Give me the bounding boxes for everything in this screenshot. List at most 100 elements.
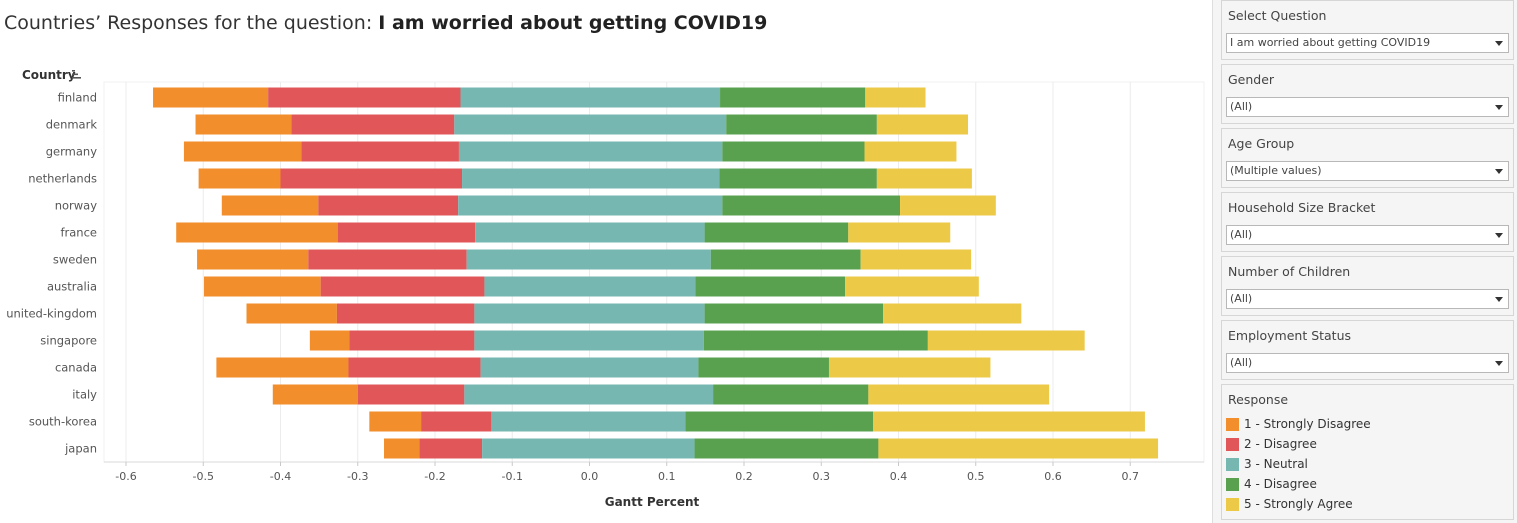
bar-segment-2[interactable]	[291, 114, 455, 135]
bar-segment-1[interactable]	[246, 303, 337, 324]
bar-segment-2[interactable]	[357, 384, 465, 405]
bar-segment-4[interactable]	[698, 357, 829, 378]
bar-segment-3[interactable]	[480, 357, 699, 378]
select-question-label: Select Question	[1228, 8, 1327, 23]
bar-segment-2[interactable]	[337, 222, 476, 243]
bar-segment-2[interactable]	[280, 168, 463, 189]
bar-segment-1[interactable]	[176, 222, 338, 243]
bar-segment-3[interactable]	[454, 114, 727, 135]
bar-segment-5[interactable]	[900, 195, 996, 216]
bar-segment-2[interactable]	[421, 411, 492, 432]
bar-segment-1[interactable]	[272, 384, 358, 405]
x-tick-label: -0.5	[193, 470, 214, 483]
bar-segment-4[interactable]	[719, 168, 877, 189]
bar-segment-1[interactable]	[198, 168, 281, 189]
bar-segment-3[interactable]	[491, 411, 686, 432]
bar-segment-2[interactable]	[348, 357, 481, 378]
bar-segment-3[interactable]	[458, 141, 723, 162]
employment-status-dropdown[interactable]: (All)	[1226, 353, 1509, 373]
plot-area	[103, 81, 1205, 463]
legend-swatch	[1226, 458, 1239, 471]
bar-segment-3[interactable]	[458, 195, 723, 216]
bar-segment-3[interactable]	[462, 168, 720, 189]
bar-segment-4[interactable]	[722, 195, 901, 216]
bar-segment-4[interactable]	[695, 276, 846, 297]
bar-segment-3[interactable]	[474, 303, 705, 324]
chevron-down-icon	[1495, 297, 1503, 302]
bar-segment-4[interactable]	[713, 384, 869, 405]
bar-segment-1[interactable]	[309, 330, 350, 351]
bar-segment-2[interactable]	[320, 276, 485, 297]
bar-segment-4[interactable]	[710, 249, 861, 270]
bar-segment-1[interactable]	[384, 438, 420, 459]
bar-segment-1[interactable]	[195, 114, 292, 135]
bar-segment-5[interactable]	[876, 114, 969, 135]
bar-segment-5[interactable]	[864, 141, 957, 162]
bar-segment-1[interactable]	[221, 195, 319, 216]
title-prefix: Countries’ Responses for the question:	[4, 12, 379, 34]
bar-segment-3[interactable]	[464, 384, 714, 405]
bar-segment-3[interactable]	[482, 438, 695, 459]
age-group-label: Age Group	[1228, 136, 1295, 151]
bar-segment-5[interactable]	[878, 438, 1159, 459]
bar-segment-5[interactable]	[845, 276, 979, 297]
y-tick-label: japan	[64, 442, 97, 456]
household-size-dropdown[interactable]: (All)	[1226, 225, 1509, 245]
bar-segment-2[interactable]	[268, 87, 461, 108]
age-group-dropdown[interactable]: (Multiple values)	[1226, 161, 1509, 181]
gender-label: Gender	[1228, 72, 1275, 87]
bar-segment-2[interactable]	[419, 438, 483, 459]
legend-swatch	[1226, 498, 1239, 511]
bar-segment-5[interactable]	[860, 249, 972, 270]
bar-segment-5[interactable]	[873, 411, 1145, 432]
bar-segment-1[interactable]	[197, 249, 309, 270]
bar-segment-3[interactable]	[474, 330, 704, 351]
bar-segment-2[interactable]	[308, 249, 467, 270]
bar-segment-1[interactable]	[216, 357, 349, 378]
gender-dropdown[interactable]: (All)	[1226, 97, 1509, 117]
bar-segment-4[interactable]	[704, 303, 884, 324]
x-tick-label: -0.4	[270, 470, 291, 483]
legend-label: 5 - Strongly Agree	[1244, 497, 1353, 511]
bar-segment-2[interactable]	[349, 330, 475, 351]
bar-segment-4[interactable]	[685, 411, 874, 432]
x-tick-label: 0.2	[735, 470, 753, 483]
bar-segment-2[interactable]	[318, 195, 459, 216]
bar-segment-2[interactable]	[336, 303, 475, 324]
bar-segment-5[interactable]	[865, 87, 926, 108]
bar-segment-4[interactable]	[694, 438, 879, 459]
bar-segment-5[interactable]	[883, 303, 1022, 324]
y-tick-label: south-korea	[29, 415, 97, 429]
bar-segment-4[interactable]	[726, 114, 877, 135]
chevron-down-icon	[1495, 105, 1503, 110]
page-title: Countries’ Responses for the question: I…	[4, 12, 767, 34]
number-of-children-dropdown[interactable]: (All)	[1226, 289, 1509, 309]
legend-swatch	[1226, 478, 1239, 491]
bar-segment-3[interactable]	[466, 249, 711, 270]
bar-segment-5[interactable]	[927, 330, 1085, 351]
select-question-dropdown[interactable]: I am worried about getting COVID19	[1226, 33, 1509, 53]
bar-segment-5[interactable]	[848, 222, 951, 243]
y-tick-label: sweden	[53, 253, 97, 267]
y-tick-label: norway	[55, 199, 98, 213]
bar-segment-4[interactable]	[704, 222, 849, 243]
bar-segment-5[interactable]	[868, 384, 1050, 405]
bar-segment-4[interactable]	[703, 330, 928, 351]
x-tick-label: -0.6	[115, 470, 136, 483]
bar-segment-5[interactable]	[828, 357, 991, 378]
bar-segment-1[interactable]	[369, 411, 422, 432]
bar-segment-1[interactable]	[183, 141, 302, 162]
bar-segment-1[interactable]	[204, 276, 321, 297]
bar-segment-3[interactable]	[475, 222, 705, 243]
bar-segment-3[interactable]	[484, 276, 696, 297]
bar-segment-2[interactable]	[301, 141, 459, 162]
bar-segment-5[interactable]	[876, 168, 972, 189]
chevron-down-icon	[1495, 41, 1503, 46]
bar-segment-1[interactable]	[153, 87, 269, 108]
y-tick-label: germany	[46, 145, 97, 159]
bar-segment-4[interactable]	[722, 141, 865, 162]
bar-segment-4[interactable]	[720, 87, 866, 108]
sort-icon[interactable]	[72, 70, 81, 79]
diverging-bar-chart: Country finland denmark germany netherlands…	[6, 68, 1205, 509]
bar-segment-3[interactable]	[460, 87, 721, 108]
